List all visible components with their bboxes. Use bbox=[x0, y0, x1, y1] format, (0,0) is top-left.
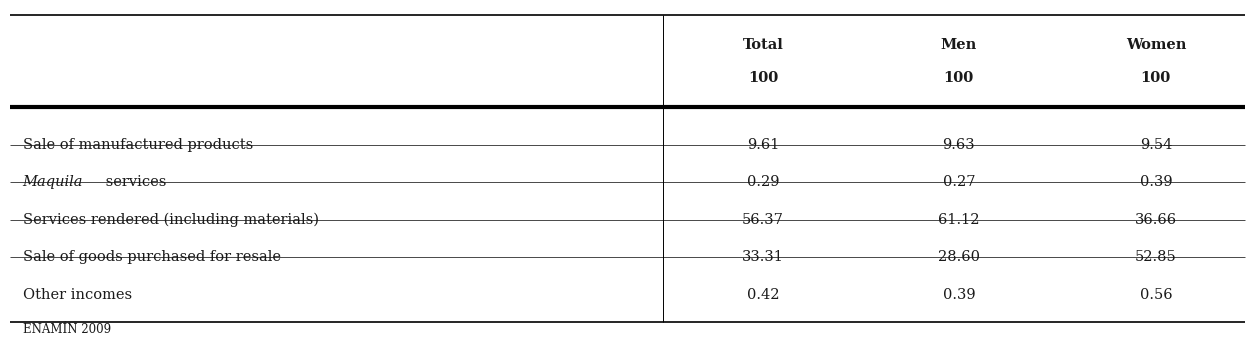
Text: 61.12: 61.12 bbox=[937, 213, 980, 227]
Text: 33.31: 33.31 bbox=[742, 250, 784, 265]
Text: Maquila: Maquila bbox=[23, 175, 83, 190]
Text: Men: Men bbox=[941, 38, 976, 52]
Text: 56.37: 56.37 bbox=[742, 213, 784, 227]
Text: 36.66: 36.66 bbox=[1135, 213, 1177, 227]
Text: Services rendered (including materials): Services rendered (including materials) bbox=[23, 213, 319, 227]
Text: services: services bbox=[100, 175, 166, 190]
Text: 9.63: 9.63 bbox=[943, 138, 975, 152]
Text: 9.54: 9.54 bbox=[1140, 138, 1172, 152]
Text: 9.61: 9.61 bbox=[747, 138, 779, 152]
Text: Other incomes: Other incomes bbox=[23, 288, 132, 302]
Text: 100: 100 bbox=[1141, 71, 1171, 85]
Text: 0.27: 0.27 bbox=[943, 175, 975, 190]
Text: 100: 100 bbox=[748, 71, 778, 85]
Text: 0.39: 0.39 bbox=[1140, 175, 1172, 190]
Text: 52.85: 52.85 bbox=[1135, 250, 1177, 265]
Text: 0.56: 0.56 bbox=[1140, 288, 1172, 302]
Text: Sale of goods purchased for resale: Sale of goods purchased for resale bbox=[23, 250, 281, 265]
Text: Total: Total bbox=[743, 38, 783, 52]
Text: 0.29: 0.29 bbox=[747, 175, 779, 190]
Text: 100: 100 bbox=[944, 71, 974, 85]
Text: Women: Women bbox=[1126, 38, 1186, 52]
Text: Sale of manufactured products: Sale of manufactured products bbox=[23, 138, 252, 152]
Text: ENAMÍN 2009: ENAMÍN 2009 bbox=[23, 323, 110, 336]
Text: 0.42: 0.42 bbox=[747, 288, 779, 302]
Text: 0.39: 0.39 bbox=[943, 288, 975, 302]
Text: 28.60: 28.60 bbox=[937, 250, 980, 265]
